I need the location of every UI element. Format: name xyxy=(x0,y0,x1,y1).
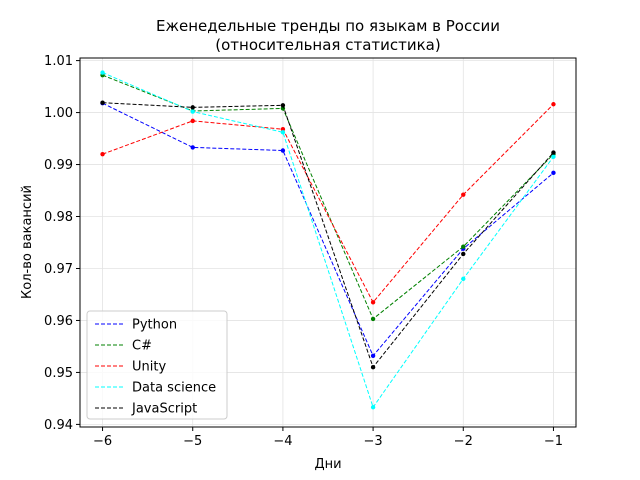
chart-subtitle: (относительная статистика) xyxy=(215,36,440,54)
data-point-c xyxy=(461,244,466,249)
legend-entry-label: C# xyxy=(132,339,152,354)
legend: Python C# Unity Data science JavaScript xyxy=(86,310,228,420)
series-javascript xyxy=(100,100,556,370)
data-point-unity xyxy=(551,102,556,107)
data-point-python xyxy=(190,145,195,150)
x-axis-label: Дни xyxy=(314,457,341,472)
data-point-javascript xyxy=(551,150,556,155)
data-point-unity xyxy=(100,151,105,157)
x-tick-label: −1 xyxy=(544,434,563,449)
grid-lines xyxy=(80,58,576,427)
chart-title: Еженедельные тренды по языкам в России xyxy=(156,17,500,35)
data-point-data-science xyxy=(190,109,195,114)
data-point-unity xyxy=(280,127,286,132)
legend-entry-label: Data science xyxy=(132,381,216,396)
y-tick-label: 0.94 xyxy=(44,418,73,433)
legend-entry-label: JavaScript xyxy=(131,402,197,417)
data-point-unity xyxy=(190,118,195,124)
data-point-python xyxy=(551,170,556,176)
x-tick-label: −4 xyxy=(273,434,292,449)
legend-entry-label: Python xyxy=(132,318,177,333)
data-point-data-science xyxy=(280,130,286,135)
series-data-science xyxy=(100,70,556,410)
data-point-data-science xyxy=(100,70,105,75)
data-point-javascript xyxy=(370,365,376,370)
y-tick-label: 0.96 xyxy=(44,314,73,329)
x-tick-label: −5 xyxy=(183,434,202,449)
data-point-python xyxy=(280,148,286,153)
y-tick-label: 1.01 xyxy=(44,54,73,69)
y-tick-label: 0.98 xyxy=(44,210,73,225)
series-layer xyxy=(100,70,556,410)
x-tick-label: −3 xyxy=(364,434,383,449)
series-line-javascript xyxy=(102,102,554,369)
series-line-unity xyxy=(102,103,554,304)
plot-frame xyxy=(79,57,577,428)
data-point-javascript xyxy=(280,103,286,108)
x-axis-ticks: −6 −5 −4 −3 −2 −1 xyxy=(93,427,563,449)
series-c xyxy=(100,72,556,322)
data-point-javascript xyxy=(190,105,195,110)
data-point-data-science xyxy=(461,276,466,282)
data-point-data-science xyxy=(370,405,376,410)
data-point-c xyxy=(370,316,376,322)
y-tick-label: 1.00 xyxy=(44,106,73,121)
data-point-data-science xyxy=(551,154,556,159)
data-point-python xyxy=(370,353,376,358)
series-line-data-science xyxy=(102,72,554,409)
series-unity xyxy=(100,102,556,305)
legend-box xyxy=(86,310,228,420)
y-axis-label: Кол-во вакансий xyxy=(20,185,35,299)
data-point-javascript xyxy=(100,100,105,105)
legend-entry-label: Unity xyxy=(132,360,166,375)
x-tick-label: −6 xyxy=(93,434,112,449)
y-tick-label: 0.99 xyxy=(44,158,73,173)
series-line-c xyxy=(102,74,554,320)
x-tick-label: −2 xyxy=(454,434,473,449)
y-axis-ticks: 0.94 0.95 0.96 0.97 0.98 0.99 1.00 1.01 xyxy=(44,54,80,433)
series-line-python xyxy=(102,102,554,357)
y-tick-label: 0.95 xyxy=(44,366,73,381)
data-point-javascript xyxy=(461,251,466,257)
y-tick-label: 0.97 xyxy=(44,262,73,277)
data-point-unity xyxy=(370,300,376,305)
data-point-unity xyxy=(461,192,466,197)
